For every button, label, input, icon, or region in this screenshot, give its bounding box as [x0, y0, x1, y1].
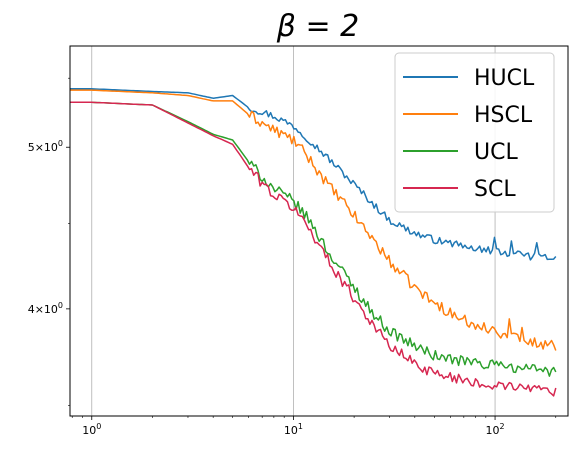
y-tick-label-base: 10 [44, 303, 58, 316]
x-tick-label-exponent: 1 [298, 422, 303, 431]
x-tick-label-base: 10 [486, 424, 500, 437]
plot-area-frame [69, 45, 569, 417]
legend-label: HUCL [474, 66, 535, 91]
x-tick-label: 102 [486, 422, 505, 437]
series-layer [70, 88, 557, 397]
x-tick-label: 100 [82, 422, 101, 437]
y-tick-label: 5×100 [28, 139, 63, 154]
legend-box [394, 52, 555, 213]
y-tick-label-times-sign: × [35, 303, 44, 316]
legend: HUCL HSCL UCL SCL [394, 52, 555, 213]
x-tick-label-exponent: 0 [96, 422, 101, 431]
y-tick-label-exponent: 0 [58, 301, 63, 310]
legend-label: HSCL [474, 103, 533, 128]
x-tick-label-base: 10 [284, 424, 298, 437]
x-tick-label: 101 [284, 422, 303, 437]
x-tick-label-exponent: 2 [500, 422, 505, 431]
y-tick-label-base: 10 [44, 141, 58, 154]
legend-label: SCL [474, 177, 516, 202]
series-line-scl [70, 101, 557, 397]
y-tick-label-mantissa: 5 [28, 141, 35, 154]
series-line-hscl [70, 89, 557, 351]
y-tick-label-exponent: 0 [58, 139, 63, 148]
legend-label: UCL [474, 140, 518, 165]
chart-title: β = 2 [276, 9, 359, 44]
y-tick-label-mantissa: 4 [28, 303, 35, 316]
y-tick-label-times-sign: × [35, 141, 44, 154]
x-tick-label-base: 10 [82, 424, 96, 437]
y-tick-label: 4×100 [28, 301, 63, 316]
series-line-hucl [70, 88, 557, 261]
